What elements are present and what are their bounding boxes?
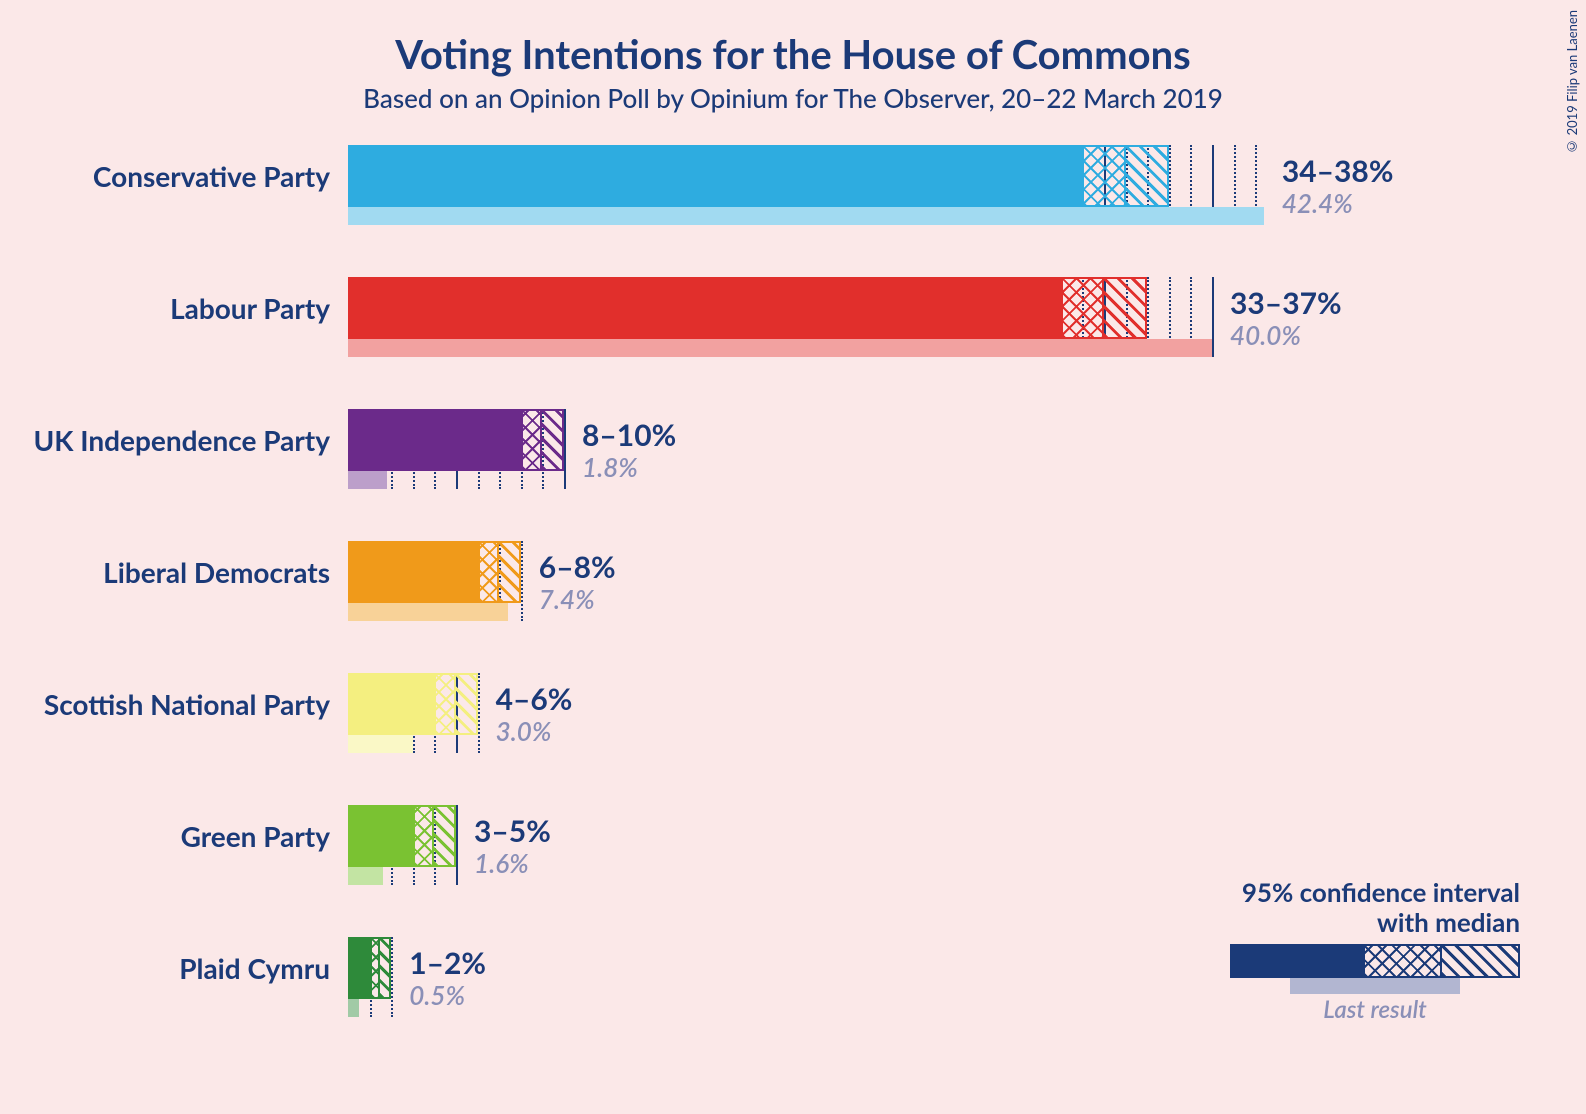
last-result-bar: [348, 603, 508, 621]
last-result-label: 0.5%: [409, 982, 465, 1008]
bar-ci: [1082, 145, 1168, 207]
legend-ci-bar: [1230, 944, 1520, 978]
copyright-text: © 2019 Filip van Laenen: [1564, 10, 1580, 155]
party-row: Liberal Democrats6–8%7.4%: [348, 541, 1268, 621]
party-row: Green Party3–5%1.6%: [348, 805, 1268, 885]
last-result-label: 1.6%: [474, 850, 529, 876]
party-label: Conservative Party: [93, 162, 348, 190]
range-label: 4–6%: [496, 684, 573, 714]
bar-solid: [348, 277, 1061, 339]
last-result-bar: [348, 999, 359, 1017]
legend-last-bar: [1290, 978, 1460, 994]
ci-crosshatch: [1084, 147, 1125, 205]
range-label: 6–8%: [539, 552, 616, 582]
party-row: Conservative Party34–38%42.4%: [348, 145, 1268, 225]
bar-ci: [478, 541, 521, 603]
bar-ci: [434, 673, 477, 735]
bar-solid: [348, 805, 413, 867]
bar-solid: [348, 145, 1082, 207]
legend-ci-line1: 95% confidence interval: [1242, 876, 1520, 908]
party-row: UK Independence Party8–10%1.8%: [348, 409, 1268, 489]
range-label: 34–38%: [1282, 156, 1394, 186]
last-result-bar: [348, 735, 413, 753]
last-result-bar: [348, 207, 1264, 225]
party-row: Scottish National Party4–6%3.0%: [348, 673, 1268, 753]
party-row: Plaid Cymru1–2%0.5%: [348, 937, 1268, 1017]
ci-diagonal: [497, 543, 519, 601]
bar-solid: [348, 673, 434, 735]
legend-ci-line2: with median: [1377, 906, 1520, 938]
last-result-label: 42.4%: [1282, 190, 1353, 216]
bar-ci: [370, 937, 392, 999]
range-label: 33–37%: [1230, 288, 1342, 318]
party-label: Plaid Cymru: [179, 954, 348, 982]
bar-solid: [348, 409, 521, 471]
bar-ci: [413, 805, 456, 867]
party-label: Scottish National Party: [44, 690, 348, 718]
ci-diagonal: [1102, 279, 1145, 337]
bar-ci: [521, 409, 564, 471]
party-label: Liberal Democrats: [103, 558, 348, 586]
last-result-bar: [348, 471, 387, 489]
ci-diagonal: [378, 939, 389, 997]
chart-title: Voting Intentions for the House of Commo…: [0, 30, 1586, 78]
ci-diagonal: [454, 675, 476, 733]
ci-crosshatch: [1063, 279, 1104, 337]
chart-subtitle: Based on an Opinion Poll by Opinium for …: [0, 82, 1586, 114]
last-result-label: 1.8%: [582, 454, 638, 480]
party-label: Labour Party: [170, 294, 348, 322]
last-result-bar: [348, 339, 1212, 357]
bar-solid: [348, 541, 478, 603]
last-result-bar: [348, 867, 383, 885]
last-result-label: 3.0%: [496, 718, 552, 744]
ci-diagonal: [432, 807, 454, 865]
range-label: 8–10%: [582, 420, 676, 450]
bar-ci: [1061, 277, 1147, 339]
last-result-label: 40.0%: [1230, 322, 1301, 348]
ci-diagonal: [1124, 147, 1167, 205]
bar-solid: [348, 937, 370, 999]
range-label: 1–2%: [409, 948, 486, 978]
range-label: 3–5%: [474, 816, 551, 846]
legend-ci-label: 95% confidence interval with median: [1242, 878, 1520, 938]
party-label: UK Independence Party: [33, 426, 348, 454]
last-result-label: 7.4%: [539, 586, 595, 612]
ci-diagonal: [540, 411, 562, 469]
party-row: Labour Party33–37%40.0%: [348, 277, 1268, 357]
legend-last-label: Last result: [1230, 998, 1520, 1022]
party-label: Green Party: [181, 822, 348, 850]
